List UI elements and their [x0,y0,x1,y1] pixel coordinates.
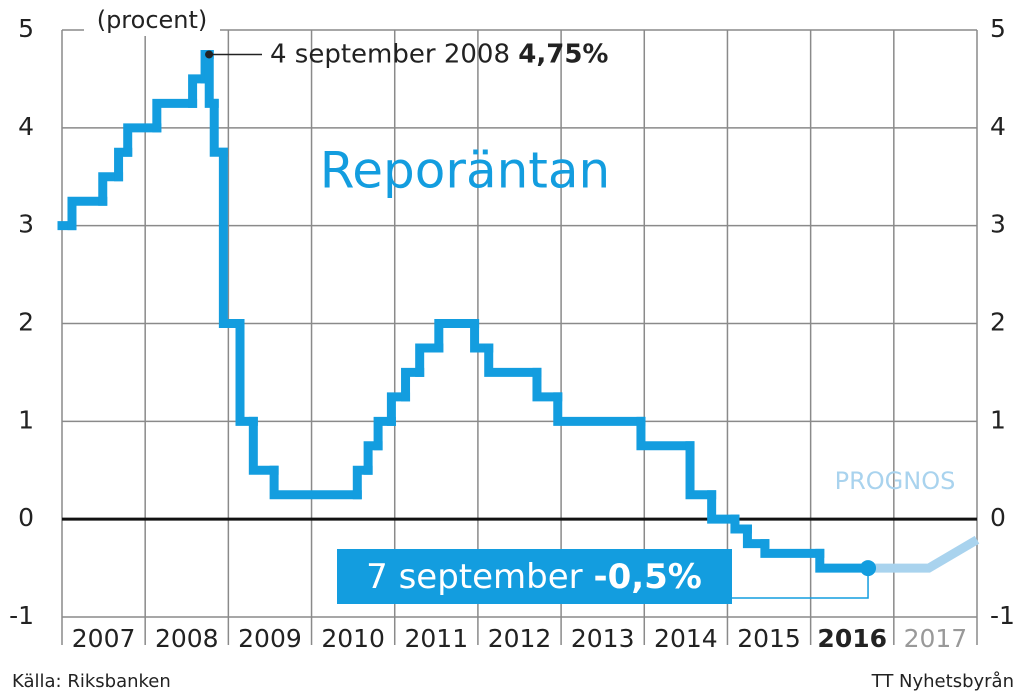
step-segment [123,123,162,157]
x-tick-label: 2012 [488,624,552,653]
annotation-text: 4 september 2008 [270,39,510,69]
annotation-box [337,549,732,604]
y2-tick-label: 3 [990,210,1006,239]
annotation-leader [732,568,869,599]
label-bg [84,6,220,36]
end-dot [860,560,877,577]
annotation-text: 7 september [366,557,583,597]
step-segment [152,98,198,133]
step-segment [269,465,362,500]
step-segment [218,147,245,328]
y2-tick-label: 0 [990,503,1006,532]
x-tick-label: 2010 [321,624,385,653]
step-segment [685,441,717,500]
x-tick-label: 2013 [571,624,635,653]
step-segment [815,548,873,573]
source: Källa: Riksbanken [12,671,171,692]
step-segment [415,343,444,377]
y-tick-label: 4 [18,112,34,141]
x-tick-label: 2011 [405,624,469,653]
y-tick-label: 2 [18,308,34,337]
annotation-value: 4,75% [518,39,608,69]
step-segment [248,416,279,475]
step-segment [553,392,646,426]
step-segment [532,367,563,402]
y-tick-label: 1 [18,405,34,434]
step-segment [742,524,770,549]
marks: PROGNOS 4 september 2008 4,75% 7 september… [57,39,980,604]
credit: TT Nyhetsbyrån [871,671,1014,692]
x-tick-label: 2009 [238,624,302,653]
x-tick-label: 2014 [654,624,718,653]
annotation-value: -0,5% [593,557,701,597]
y-tick-label: 0 [18,503,34,532]
y-tick-label: 5 [18,14,34,43]
step-segment [434,319,480,353]
y2-tick-label: 1 [990,405,1006,434]
step-segment [98,172,124,206]
y2-tick-label: 4 [990,112,1006,141]
step-segment [707,490,740,524]
step-segment [470,319,494,353]
step-segment [386,392,411,426]
x-tick-label: 2016 [817,624,887,653]
y2-tick-label: -1 [990,601,1015,630]
step-segment [204,49,219,108]
legend-label: PROGNOS [835,467,956,495]
annotation: 7 september -0,5% [366,557,702,597]
forecast-line [868,535,980,573]
x-tick-label: 2008 [155,624,219,653]
step-segment [484,343,542,377]
y2-tick-label: 2 [990,308,1006,337]
x-tick-label: 2015 [737,624,801,653]
step-segment [760,539,825,558]
annotation: 4 september 2008 4,75% [270,39,608,69]
y-tick-label: 3 [18,210,34,239]
x-tick-label: 2017 [904,624,968,653]
step-segment [401,367,425,402]
step-segment [67,196,108,231]
y-tick-label: -1 [9,601,34,630]
unit-label: (procent) [97,6,208,34]
chart-title: Reporäntan [320,142,610,200]
step-segment [636,416,695,451]
step-segment [235,319,258,426]
y2-tick-label: 5 [990,14,1006,43]
x-tick-label: 2007 [72,624,136,653]
